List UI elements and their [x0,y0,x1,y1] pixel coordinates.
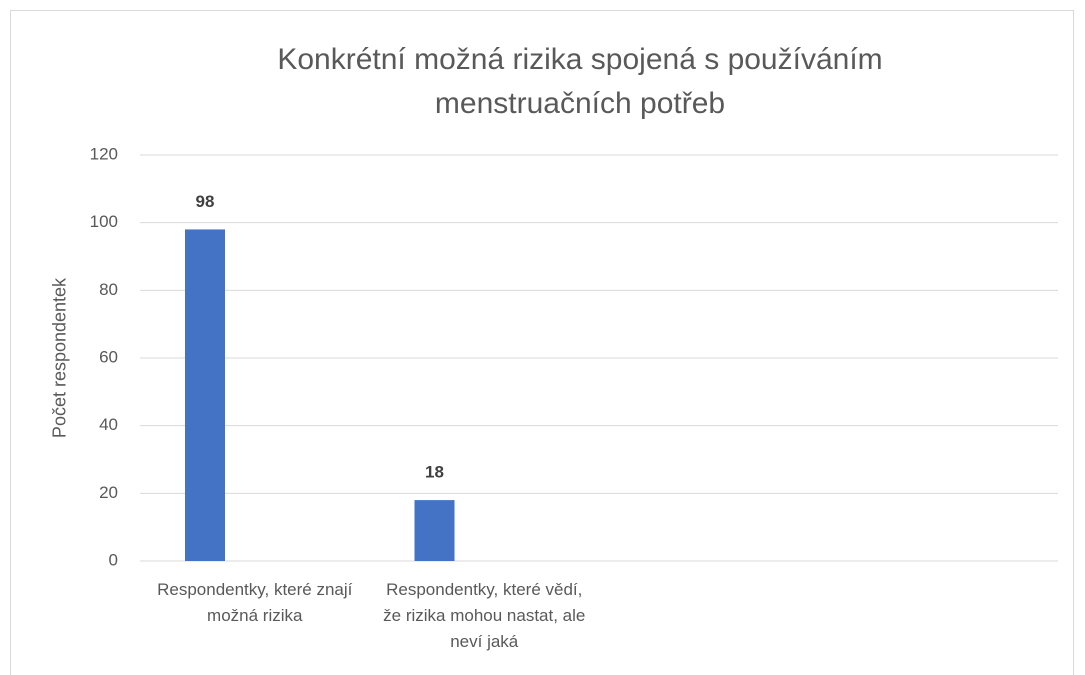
y-tick-label: 120 [90,144,118,163]
bar [414,500,455,561]
y-tick-label: 40 [99,415,118,434]
bar [185,229,225,561]
x-tick-label: Respondentky, které vědí, že rizika moho… [383,580,586,651]
data-label: 98 [196,192,215,211]
y-axis-label: Počet respondentek [49,277,70,439]
y-tick-label: 20 [99,483,118,502]
y-tick-label: 100 [90,212,118,231]
x-tick-label: Respondentky, které znají možná rizika [157,580,353,625]
chart-title: Konkrétní možná rizika spojená s používá… [277,43,883,120]
data-label: 18 [425,463,444,482]
chart-frame [10,10,1074,675]
y-tick-label: 60 [99,347,118,366]
y-tick-label: 0 [109,550,118,569]
y-tick-label: 80 [99,280,118,299]
